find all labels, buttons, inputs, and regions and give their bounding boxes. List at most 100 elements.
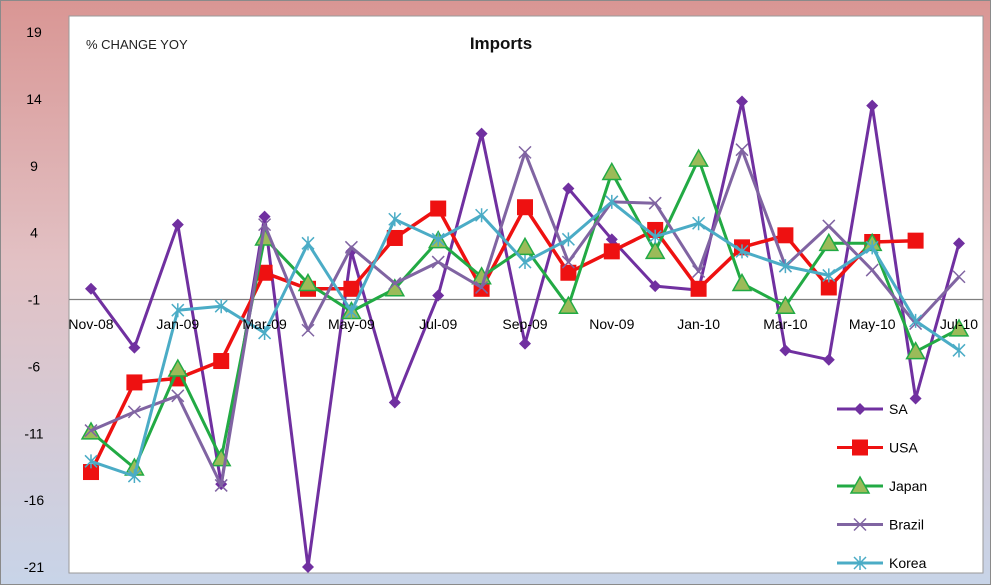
data-point-korea: [778, 259, 792, 274]
data-point-korea: [909, 313, 923, 328]
y-tick-label: 19: [26, 24, 42, 40]
data-point-korea: [388, 212, 402, 227]
legend-item-brazil: Brazil: [837, 517, 924, 533]
data-point-usa: [820, 279, 837, 296]
data-point-sa: [85, 282, 97, 295]
y-tick-label: -1: [28, 292, 41, 308]
data-point-japan: [167, 358, 189, 377]
y-tick-label: -6: [28, 358, 41, 374]
data-point-sa: [779, 344, 792, 357]
data-point-sa: [736, 95, 748, 108]
series-usa: [83, 199, 924, 481]
legend-label-sa: SA: [889, 401, 908, 417]
data-point-sa: [649, 280, 662, 293]
data-point-usa: [517, 199, 533, 216]
data-point-usa: [430, 200, 447, 217]
data-point-japan: [688, 148, 709, 167]
x-tick-label: Jan-10: [677, 316, 720, 332]
y-tick-label: -21: [24, 559, 44, 575]
data-point-korea: [127, 469, 141, 484]
data-point-korea: [84, 454, 98, 469]
legend: SA USA Japan Brazil Korea: [837, 401, 927, 571]
x-tick-label: Nov-08: [68, 316, 113, 332]
chart-title: Imports: [470, 34, 532, 53]
data-point-korea: [258, 325, 272, 340]
data-point-brazil: [952, 270, 966, 284]
data-point-japan: [601, 161, 623, 181]
data-point-usa: [256, 264, 273, 281]
data-point-brazil: [258, 218, 272, 232]
data-point-usa: [603, 243, 620, 260]
data-point-korea: [475, 208, 489, 223]
series-korea: [84, 194, 966, 484]
data-point-japan: [731, 272, 753, 292]
data-point-usa: [907, 232, 924, 249]
data-point-brazil: [735, 143, 749, 157]
legend-marker-brazil: [853, 517, 867, 532]
data-point-korea: [301, 236, 315, 251]
y-axis-label: % CHANGE YOY: [86, 37, 188, 52]
data-point-japan: [948, 318, 970, 337]
data-point-sa: [909, 392, 922, 405]
data-point-japan: [775, 295, 796, 314]
data-point-brazil: [301, 323, 315, 337]
data-point-japan: [558, 295, 579, 314]
data-point-korea: [561, 232, 575, 247]
legend-label-japan: Japan: [889, 478, 927, 494]
data-point-usa: [343, 280, 360, 297]
data-point-korea: [344, 304, 358, 319]
data-point-sa: [388, 396, 401, 409]
legend-marker-usa: [852, 439, 868, 456]
data-point-usa: [690, 280, 707, 297]
legend-marker-japan: [849, 475, 871, 494]
data-point-korea: [518, 255, 532, 270]
x-tick-label: May-10: [849, 316, 896, 332]
data-point-usa: [83, 464, 99, 481]
data-point-usa: [560, 264, 577, 281]
legend-label-korea: Korea: [889, 555, 927, 571]
x-tick-label: Jul-10: [940, 316, 978, 332]
data-point-brazil: [127, 405, 141, 419]
data-point-sa: [475, 127, 488, 140]
data-point-sa: [128, 341, 141, 354]
data-point-sa: [519, 337, 531, 350]
legend-marker-sa: [854, 403, 866, 415]
data-point-korea: [735, 244, 749, 259]
data-point-brazil: [822, 219, 836, 233]
data-point-usa: [126, 374, 143, 391]
data-point-sa: [605, 233, 618, 246]
data-point-brazil: [518, 145, 532, 159]
x-tick-label: Sep-09: [502, 316, 547, 332]
data-point-brazil: [692, 264, 706, 278]
data-point-japan: [297, 272, 319, 292]
data-point-brazil: [475, 280, 489, 294]
data-point-japan: [905, 341, 926, 360]
y-tick-label: 14: [26, 91, 42, 107]
data-point-sa: [822, 353, 835, 366]
data-point-japan: [514, 236, 536, 256]
y-tick-label: 4: [30, 225, 38, 241]
data-point-brazil: [214, 478, 228, 492]
x-tick-label: Jul-09: [419, 316, 457, 332]
data-point-brazil: [431, 255, 445, 269]
data-point-sa: [562, 182, 575, 195]
data-point-brazil: [84, 424, 98, 438]
data-point-sa: [258, 210, 271, 223]
data-point-brazil: [388, 276, 402, 290]
data-point-korea: [952, 343, 966, 358]
data-point-sa: [953, 237, 965, 250]
legend-item-japan: Japan: [837, 475, 927, 494]
legend-label-usa: USA: [889, 440, 918, 456]
data-point-sa: [866, 99, 879, 112]
x-tick-label: May-09: [328, 316, 375, 332]
data-point-brazil: [561, 255, 575, 269]
data-point-korea: [214, 299, 228, 314]
data-point-brazil: [648, 196, 662, 210]
plot-area: [68, 15, 984, 574]
y-tick-label: -11: [24, 425, 43, 441]
data-point-usa: [777, 227, 794, 244]
data-point-brazil: [865, 263, 879, 277]
x-tick-label: Nov-09: [589, 316, 634, 332]
data-point-korea: [865, 240, 879, 255]
